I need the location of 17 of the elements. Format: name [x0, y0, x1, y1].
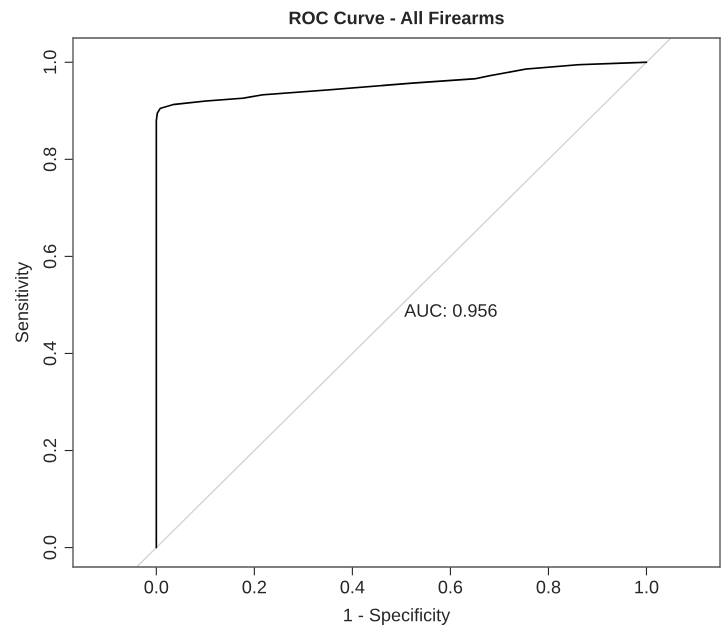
x-axis-title: 1 - Specificity	[344, 608, 450, 625]
y-tick-label: 0.6	[43, 244, 56, 268]
x-tick-label: 0.8	[536, 580, 560, 594]
y-tick-label: 0.4	[43, 341, 56, 366]
y-tick-label: 0.0	[43, 536, 56, 560]
y-tick-label: 0.8	[43, 148, 56, 172]
y-axis-title: Sensitivity	[15, 262, 32, 342]
y-tick-label: 0.2	[43, 438, 56, 462]
chart-title: ROC Curve - All Firearms	[290, 11, 504, 24]
x-tick-label: 1.0	[635, 580, 658, 594]
x-tick-label: 0.4	[340, 580, 364, 594]
annotation: AUC: 0.956	[404, 304, 497, 317]
x-tick-label: 0.2	[242, 580, 266, 594]
line-series	[155, 61, 648, 548]
y-tick-label: 1.0	[43, 50, 56, 74]
x-tick-label: 0.6	[438, 580, 462, 594]
x-tick-label: 0.0	[144, 580, 168, 594]
